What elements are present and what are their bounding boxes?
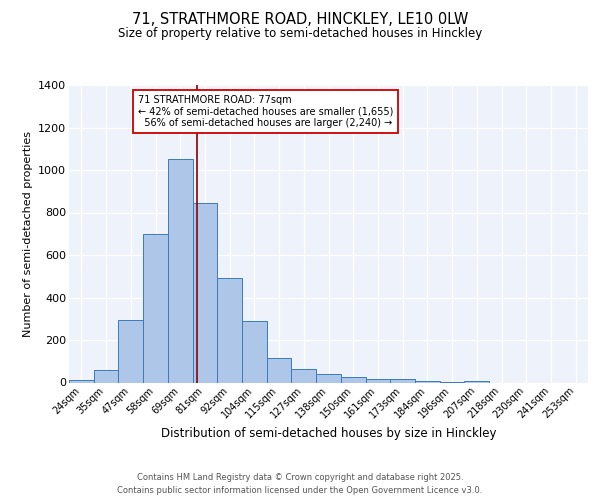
Text: 71 STRATHMORE ROAD: 77sqm
← 42% of semi-detached houses are smaller (1,655)
  56: 71 STRATHMORE ROAD: 77sqm ← 42% of semi-… <box>138 94 394 128</box>
Bar <box>69 380 94 382</box>
Bar <box>464 381 489 382</box>
Text: 71, STRATHMORE ROAD, HINCKLEY, LE10 0LW: 71, STRATHMORE ROAD, HINCKLEY, LE10 0LW <box>132 12 468 28</box>
Bar <box>217 278 242 382</box>
Text: Size of property relative to semi-detached houses in Hinckley: Size of property relative to semi-detach… <box>118 28 482 40</box>
Bar <box>341 376 365 382</box>
Bar <box>94 370 118 382</box>
Bar <box>415 381 440 382</box>
Text: Contains public sector information licensed under the Open Government Licence v3: Contains public sector information licen… <box>118 486 482 495</box>
Y-axis label: Number of semi-detached properties: Number of semi-detached properties <box>23 130 32 337</box>
Bar <box>390 380 415 382</box>
Bar <box>168 160 193 382</box>
Bar <box>193 203 217 382</box>
X-axis label: Distribution of semi-detached houses by size in Hinckley: Distribution of semi-detached houses by … <box>161 427 496 440</box>
Bar <box>365 378 390 382</box>
Bar <box>242 321 267 382</box>
Bar <box>118 320 143 382</box>
Bar <box>316 374 341 382</box>
Bar <box>292 368 316 382</box>
Bar <box>267 358 292 382</box>
Bar <box>143 234 168 382</box>
Text: Contains HM Land Registry data © Crown copyright and database right 2025.: Contains HM Land Registry data © Crown c… <box>137 472 463 482</box>
